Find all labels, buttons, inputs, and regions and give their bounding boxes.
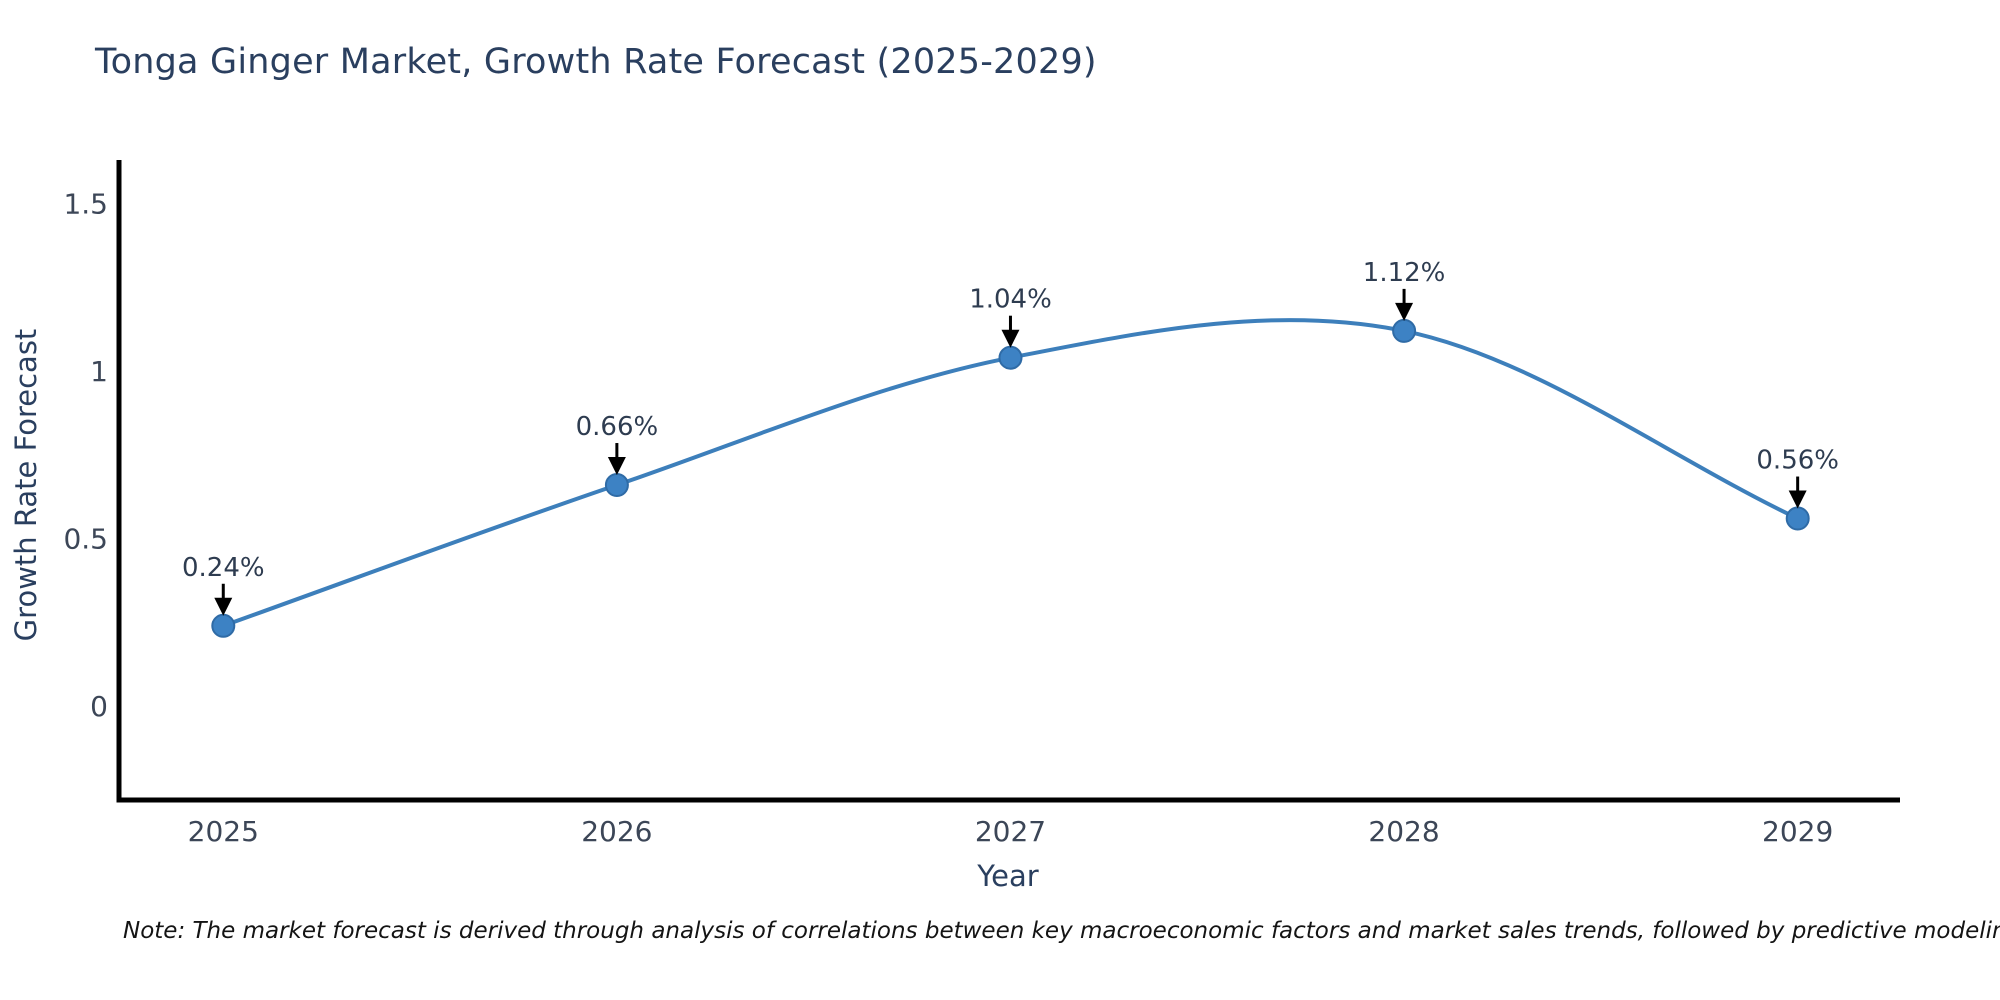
y-tick-label: 1 [90,355,108,388]
point-annotations: 0.24% 0.66% 1.04% 1.12% 0.56% [182,258,1839,616]
x-tick-labels: 2025 2026 2027 2028 2029 [188,815,1834,848]
annotation-label: 1.04% [969,285,1052,315]
data-point-marker [211,613,236,638]
x-tick-label: 2026 [581,815,652,848]
x-axis-title: Year [976,859,1038,893]
data-point-marker [1785,506,1810,531]
annotation-arrowhead [1788,490,1807,509]
x-tick-label: 2025 [188,815,259,848]
annotation-arrowhead [607,457,626,476]
y-tick-label: 1.5 [63,188,108,221]
y-tick-labels: 0 0.5 1 1.5 [63,188,108,724]
annotation-label: 1.12% [1363,258,1446,288]
y-axis-title: Growth Rate Forecast [9,329,43,642]
data-point-marker [998,345,1023,370]
annotation-label: 0.24% [182,553,265,583]
data-point-marker [604,473,629,497]
annotation-label: 0.66% [576,412,659,442]
annotation-label: 0.56% [1756,446,1839,476]
y-tick-label: 0.5 [63,523,108,556]
x-tick-label: 2027 [975,815,1046,848]
point-annotation: 0.56% [1756,446,1839,509]
x-tick-label: 2029 [1762,815,1833,848]
point-annotation: 0.66% [576,412,659,476]
chart-title: Tonga Ginger Market, Growth Rate Forecas… [95,42,1097,82]
data-point-markers [211,318,1810,638]
annotation-arrowhead [1395,302,1414,321]
data-point-marker [1392,318,1417,343]
point-annotation: 1.04% [969,285,1052,348]
point-annotation: 0.24% [182,553,265,616]
footnote: Note: The market forecast is derived thr… [123,918,2000,944]
point-annotation: 1.12% [1363,258,1446,321]
annotation-arrowhead [214,597,233,616]
x-tick-label: 2028 [1368,815,1439,848]
y-tick-label: 0 [90,690,108,723]
annotation-arrowhead [1001,329,1020,348]
